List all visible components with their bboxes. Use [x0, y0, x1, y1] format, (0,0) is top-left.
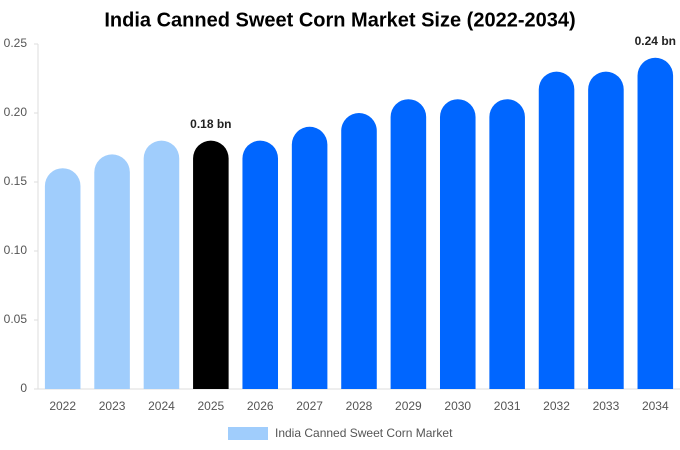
x-tick-label: 2033 [593, 399, 620, 413]
bar [439, 99, 476, 389]
x-tick-label: 2031 [494, 399, 521, 413]
x-tick-label: 2026 [247, 399, 274, 413]
y-tick-label: 0.20 [4, 105, 28, 119]
x-tick-label: 2025 [197, 399, 224, 413]
value-label: 0.24 bn [635, 34, 676, 48]
x-tick-label: 2028 [346, 399, 373, 413]
bar [390, 99, 427, 390]
bar [242, 140, 279, 389]
chart-title: India Canned Sweet Corn Market Size (202… [104, 9, 575, 31]
y-tick-label: 0.10 [4, 243, 28, 257]
x-tick-label: 2027 [296, 399, 323, 413]
legend-label: India Canned Sweet Corn Market [275, 426, 453, 440]
y-tick-label: 0.25 [4, 36, 28, 50]
legend-swatch [228, 427, 268, 440]
y-tick-label: 0 [20, 381, 27, 395]
value-label: 0.18 bn [190, 117, 231, 131]
bar [538, 71, 575, 389]
x-tick-label: 2022 [49, 399, 76, 413]
x-tick-label: 2024 [148, 399, 175, 413]
bar [489, 99, 525, 389]
bar [637, 57, 674, 389]
bar [341, 112, 377, 389]
y-tick-label: 0.05 [4, 312, 28, 326]
bar [94, 154, 130, 389]
bar [143, 140, 180, 389]
x-tick-label: 2030 [444, 399, 471, 413]
x-tick-label: 2034 [642, 399, 669, 413]
x-tick-label: 2032 [543, 399, 570, 413]
x-tick-label: 2029 [395, 399, 422, 413]
bar [588, 71, 624, 390]
bar [193, 140, 229, 389]
x-tick-label: 2023 [99, 399, 126, 413]
bar [44, 168, 81, 389]
bar [291, 126, 328, 389]
y-tick-label: 0.15 [4, 174, 28, 188]
